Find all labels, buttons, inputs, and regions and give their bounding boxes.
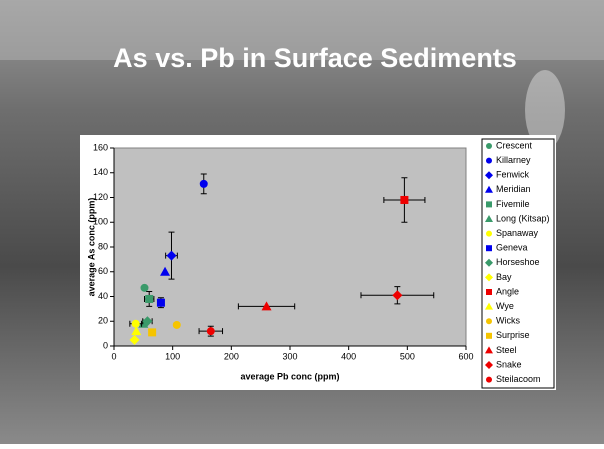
sky — [0, 0, 604, 60]
x-tick-label: 0 — [111, 351, 116, 361]
y-tick-label: 120 — [93, 192, 108, 202]
data-point — [166, 250, 177, 261]
legend-label: Spanaway — [496, 228, 539, 238]
legend-label: Steel — [496, 345, 517, 355]
legend-label: Bay — [496, 272, 512, 282]
y-tick-label: 60 — [98, 266, 108, 276]
legend-label: Horseshoe — [496, 257, 540, 267]
smoke — [525, 70, 565, 150]
slide-title: As vs. Pb in Surface Sediments — [113, 43, 517, 73]
legend-marker — [485, 171, 493, 180]
data-point — [156, 298, 165, 307]
legend-label: Crescent — [496, 140, 533, 150]
y-tick-label: 140 — [93, 167, 108, 177]
legend-marker — [486, 245, 492, 252]
data-point — [400, 195, 409, 204]
y-tick-label: 80 — [98, 241, 108, 251]
legend-label: Fivemile — [496, 199, 530, 209]
legend-marker — [486, 157, 492, 164]
legend-marker — [486, 318, 492, 325]
data-point — [160, 266, 171, 276]
x-tick-label: 200 — [224, 351, 239, 361]
legend-label: Long (Kitsap) — [496, 213, 550, 223]
plot-area — [113, 147, 467, 347]
legend-marker — [485, 273, 493, 282]
x-tick-label: 500 — [400, 351, 415, 361]
data-point — [140, 283, 149, 292]
data-point — [261, 301, 272, 311]
legend-marker — [486, 143, 492, 149]
legend-marker — [485, 346, 493, 354]
x-tick-label: 600 — [458, 351, 473, 361]
legend-marker — [486, 376, 492, 383]
chart: 0 20 40 60 80 100 120 140 160 0 100 200 300 400 500 600… — [86, 138, 555, 389]
legend-label: Wicks — [496, 316, 520, 326]
legend-marker — [485, 215, 493, 222]
y-tick-label: 20 — [98, 316, 108, 326]
legend — [481, 138, 555, 389]
legend-marker — [486, 289, 492, 295]
legend-marker — [486, 201, 492, 208]
data-point — [145, 294, 154, 303]
legend-label: Fenwick — [496, 170, 530, 180]
data-point — [172, 320, 181, 329]
data-point — [148, 328, 157, 337]
legend-marker — [485, 185, 493, 193]
legend-label: Wye — [496, 301, 514, 311]
data-point — [206, 327, 215, 336]
legend-label: Geneva — [496, 243, 528, 253]
legend-label: Snake — [496, 359, 522, 369]
legend-label: Meridian — [496, 184, 531, 194]
data-point — [131, 326, 142, 336]
legend-label: Surprise — [496, 330, 530, 340]
data-point — [142, 316, 153, 327]
data-point — [392, 290, 403, 301]
legend-marker — [486, 332, 492, 339]
data-point — [199, 179, 208, 188]
x-tick-label: 400 — [341, 351, 356, 361]
legend-marker — [485, 361, 493, 369]
y-tick-label: 40 — [98, 291, 108, 301]
x-tick-label: 300 — [282, 351, 297, 361]
legend-marker — [485, 302, 493, 310]
y-axis-label: average As conc (ppm) — [86, 198, 96, 297]
data-point — [138, 318, 149, 328]
data-point — [131, 319, 140, 328]
x-axis-label: average Pb conc (ppm) — [240, 371, 339, 381]
legend-label: Killarney — [496, 155, 531, 165]
y-tick-label: 160 — [93, 142, 108, 152]
legend-marker — [485, 258, 493, 267]
x-tick-label: 100 — [165, 351, 180, 361]
legend-marker — [486, 230, 492, 237]
data-point — [129, 334, 140, 345]
y-tick-label: 0 — [103, 340, 108, 350]
legend-label: Angle — [496, 286, 519, 296]
legend-label: Steilacoom — [496, 374, 541, 384]
y-tick-label: 100 — [93, 217, 108, 227]
